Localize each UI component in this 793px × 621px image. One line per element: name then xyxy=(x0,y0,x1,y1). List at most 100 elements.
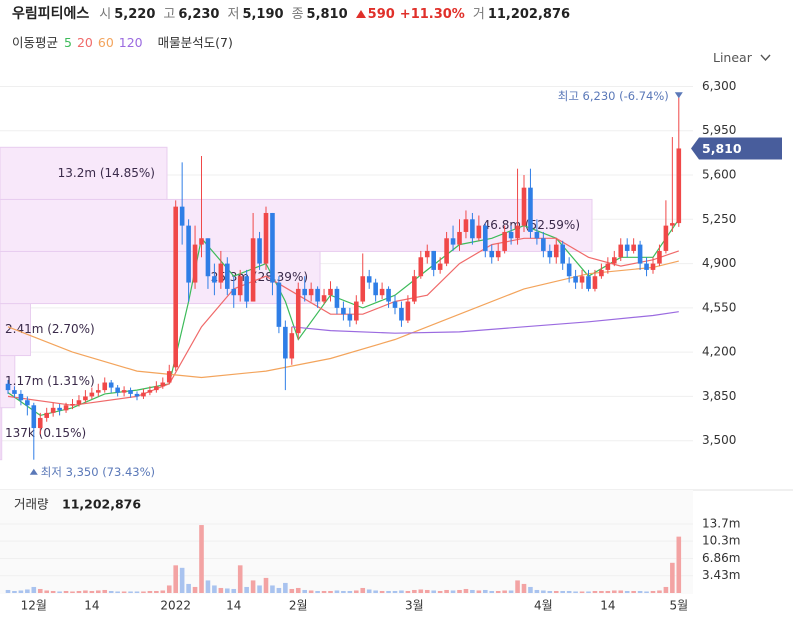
candle-body xyxy=(424,250,430,258)
ma-label[interactable]: 이동평균 xyxy=(12,35,59,50)
header: 우림피티에스 시 5,220 고 6,230 저 5,190 종 5,810 590 +… xyxy=(12,3,578,23)
volume-bar xyxy=(276,587,282,593)
candle-body xyxy=(360,276,366,302)
volume-bar xyxy=(366,589,372,593)
volume-profile: 137k (0.15%) 1.17m (1.31%) 2.41m (2.70%) 25… xyxy=(0,146,593,461)
x-tick-label: 2월 xyxy=(289,599,308,613)
candle-body xyxy=(373,282,378,296)
volume-bar xyxy=(631,590,636,593)
y-tick-label: 10.3m xyxy=(702,534,740,548)
candle-body xyxy=(483,225,488,251)
volume-bar xyxy=(599,590,604,593)
candle-body xyxy=(121,390,127,393)
volume-bar xyxy=(392,590,398,593)
volume-bar xyxy=(173,565,178,593)
y-tick-label: 4,550 xyxy=(702,300,736,314)
volume-bar xyxy=(663,586,669,593)
legend-entry[interactable]: 5 xyxy=(64,35,72,50)
candle-body xyxy=(225,263,230,289)
volume-bar xyxy=(270,585,275,593)
volume-title: 거래량 xyxy=(14,497,49,512)
candle-body xyxy=(379,288,385,296)
volume-bar xyxy=(676,536,682,593)
candles xyxy=(5,95,682,460)
volume-bar xyxy=(166,585,172,593)
candle-body xyxy=(450,238,456,245)
candle-body xyxy=(186,225,191,283)
profile-label: 13.2m (14.85%) xyxy=(58,166,155,180)
volume-bar xyxy=(244,586,249,593)
candle-body xyxy=(631,244,636,251)
volume-bar xyxy=(25,589,30,593)
candle-body xyxy=(212,276,217,283)
volume-bar xyxy=(476,590,482,593)
legend-entry[interactable]: 20 xyxy=(76,35,93,50)
candle-body xyxy=(96,390,101,393)
volume-bar xyxy=(412,589,417,593)
candle-body xyxy=(515,225,520,239)
volume-bar xyxy=(44,590,49,593)
low-marker: 최저 3,350 (73.43%) xyxy=(41,465,155,479)
volume-bar xyxy=(70,591,75,593)
candle-body xyxy=(25,400,30,406)
volume-bar xyxy=(612,590,617,593)
candle-body xyxy=(237,276,243,296)
y-tick-label: 6.86m xyxy=(702,551,740,565)
profile-bar xyxy=(0,198,593,252)
candle-body xyxy=(289,333,295,359)
volume-bar xyxy=(154,590,159,593)
field-key: 종 xyxy=(291,7,304,22)
field-value: 5,810 xyxy=(306,7,348,22)
candle-body xyxy=(489,250,495,258)
scale-selector[interactable]: Linear xyxy=(713,50,771,65)
x-tick-label: 4월 xyxy=(534,599,553,613)
legend-entry[interactable]: 120 xyxy=(118,35,143,50)
candle-body xyxy=(89,392,95,397)
candle-body xyxy=(676,148,682,224)
candle-body xyxy=(328,288,333,296)
volume-bar xyxy=(96,590,101,593)
volume-bar xyxy=(534,589,540,593)
candle-body xyxy=(366,276,372,283)
field-value: 6,230 xyxy=(178,7,220,22)
candle-body xyxy=(147,390,153,393)
volume-bar xyxy=(37,588,43,593)
x-tick-label: 14 xyxy=(600,599,615,613)
volume-bar xyxy=(618,590,624,593)
candle-body xyxy=(650,263,656,270)
candle-body xyxy=(63,405,69,411)
x-tick-label: 5월 xyxy=(669,599,688,613)
volume-title-value: 11,202,876 xyxy=(62,497,141,512)
y-tick-label: 3,500 xyxy=(702,433,736,447)
candle-body xyxy=(534,231,540,239)
volume-bar xyxy=(508,590,514,593)
volume-bar xyxy=(521,583,527,593)
volume-bar xyxy=(489,590,495,593)
field-value: 5,220 xyxy=(114,7,156,22)
volume-bar xyxy=(302,589,307,593)
volume-bar xyxy=(399,590,404,593)
profile-bar xyxy=(0,146,168,200)
volume-bar xyxy=(670,562,675,593)
candle-body xyxy=(444,238,449,264)
volume-bar xyxy=(566,590,572,593)
volume-bar xyxy=(592,590,598,593)
candle-body xyxy=(44,412,49,418)
x-tick-label: 3월 xyxy=(405,599,424,613)
volume-bar xyxy=(12,590,17,593)
volume-bar xyxy=(192,586,198,593)
y-tick-label: 5,950 xyxy=(702,123,736,137)
volume-bar xyxy=(186,583,191,593)
candle-body xyxy=(663,225,669,251)
legend-entry[interactable]: 60 xyxy=(97,35,114,50)
x-tick-label: 14 xyxy=(84,599,99,613)
volume-bar xyxy=(347,590,353,593)
candle-body xyxy=(612,257,617,264)
profile-label[interactable]: 매물분석도(7) xyxy=(157,35,233,50)
volume-bar xyxy=(424,589,430,593)
candle-body xyxy=(270,212,275,283)
candle-body xyxy=(670,223,675,226)
candle-body xyxy=(541,238,546,251)
volume-bar xyxy=(108,590,114,593)
candle-body xyxy=(392,301,398,308)
